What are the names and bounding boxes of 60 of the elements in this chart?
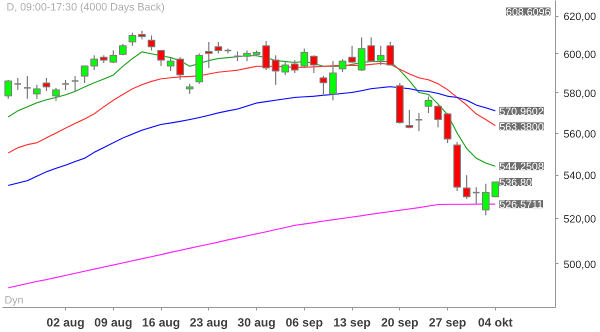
y-tick-label: 540,00 xyxy=(564,170,596,182)
candlestick xyxy=(128,32,136,46)
chart-title: D, 09:00-17:30 (4000 Days Back) xyxy=(6,2,165,14)
x-tick-label: 04 okt xyxy=(478,316,513,330)
x-tick-label: 09 aug xyxy=(94,316,132,330)
candlestick xyxy=(414,112,424,132)
candlestick xyxy=(52,87,60,102)
candlestick xyxy=(272,54,280,86)
y-tick-label: 500,00 xyxy=(564,258,596,271)
candlestick xyxy=(204,41,213,68)
candlestick xyxy=(310,54,318,74)
candlestick xyxy=(42,77,50,92)
candlestick xyxy=(70,75,80,92)
y-tick-label: 560,00 xyxy=(564,128,596,140)
x-tick-label: 23 aug xyxy=(190,316,228,330)
candlestick xyxy=(262,40,270,71)
candlestick xyxy=(300,48,308,68)
candlestick xyxy=(376,45,385,66)
candlestick xyxy=(491,180,500,198)
annotation: 570,9602 xyxy=(499,106,544,118)
candlestick xyxy=(214,41,222,54)
candlestick xyxy=(119,43,127,56)
text: 608,6096 xyxy=(506,6,551,18)
y-tick-label: 620,00 xyxy=(564,11,596,24)
x-tick-label: 16 aug xyxy=(142,316,180,330)
x-tick-label: 27 sep xyxy=(428,316,466,330)
candlestick xyxy=(233,50,242,62)
annotation: 563,3800 xyxy=(499,121,544,134)
candlestick xyxy=(23,75,32,100)
candlestick xyxy=(472,186,480,204)
candlestick xyxy=(462,174,471,200)
candlestick xyxy=(80,64,88,84)
candlestick xyxy=(358,36,366,72)
candlestick xyxy=(157,50,165,67)
candlestick xyxy=(148,34,156,52)
candlestick xyxy=(406,109,414,129)
y-tick-label: 520,00 xyxy=(564,214,596,226)
candlestick xyxy=(281,61,290,76)
candlestick xyxy=(109,50,118,64)
candlestick xyxy=(176,56,184,80)
candlestick xyxy=(61,79,70,90)
candlestick xyxy=(166,58,174,72)
candlestick xyxy=(33,84,41,100)
x-tick-label: 13 sep xyxy=(333,316,371,330)
annotation: 536,80 xyxy=(499,177,532,190)
candlestick xyxy=(367,36,376,62)
candlestick xyxy=(482,183,490,216)
x-tick-label: 06 sep xyxy=(286,316,323,330)
annotation: Dyn xyxy=(4,294,24,306)
candlestick xyxy=(386,41,394,66)
y-tick-label: 580,00 xyxy=(564,88,596,100)
candlestick xyxy=(4,79,12,100)
x-tick-label: 20 sep xyxy=(381,316,418,330)
candlestick xyxy=(14,77,22,90)
y-tick-label: 600,00 xyxy=(564,48,596,61)
x-tick-label: 30 aug xyxy=(238,316,276,330)
candlestick xyxy=(290,60,299,74)
candlestick xyxy=(186,83,194,94)
candlestick xyxy=(90,54,98,71)
x-tick-label: 02 aug xyxy=(46,316,85,330)
